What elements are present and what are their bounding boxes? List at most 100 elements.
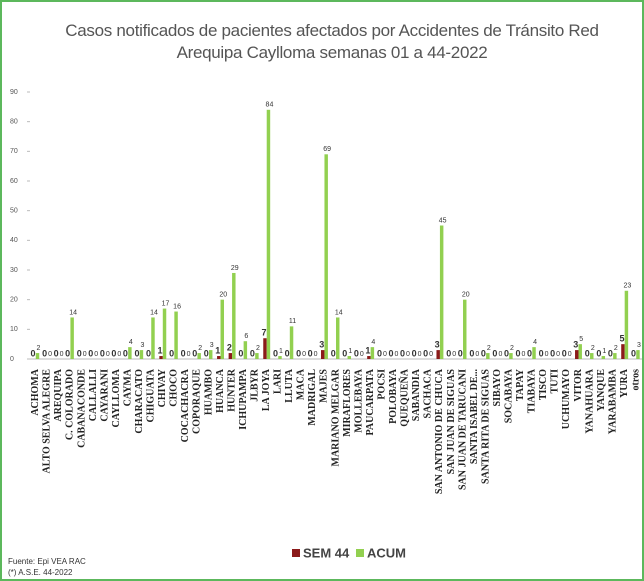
data-label: 2 <box>510 345 514 352</box>
bar <box>278 356 282 359</box>
x-tick-label: YANAHUARA <box>584 368 595 433</box>
data-label: 17 <box>162 300 170 307</box>
data-label: 0 <box>296 348 301 358</box>
data-label: 0 <box>418 351 422 358</box>
x-tick-label: HUNTER <box>226 368 237 412</box>
bar <box>217 356 221 359</box>
data-label: 0 <box>492 348 497 358</box>
data-label: 1 <box>215 345 220 355</box>
data-label: 0 <box>360 351 364 358</box>
data-label: 14 <box>335 309 343 316</box>
x-tick-label: POLOBAYA <box>388 368 399 424</box>
bar <box>463 299 467 359</box>
data-label: 0 <box>273 348 278 358</box>
data-label: 3 <box>435 339 440 349</box>
data-label: 0 <box>377 348 382 358</box>
data-label: 0 <box>83 351 87 358</box>
data-label: 20 <box>219 292 227 299</box>
data-label: 0 <box>354 348 359 358</box>
x-tick-label: YANQUE <box>596 369 607 412</box>
bar <box>289 326 294 359</box>
x-tick-label: MADRIGAL <box>307 369 318 426</box>
data-label: 0 <box>504 348 509 358</box>
data-label: 1 <box>365 345 370 355</box>
data-label: 0 <box>146 348 151 358</box>
x-tick-label: QUEQUEÑA <box>399 368 411 427</box>
x-tick-label: otros <box>631 369 642 391</box>
data-label: 0 <box>568 351 572 358</box>
bar <box>220 299 224 359</box>
bar <box>70 317 74 359</box>
legend-swatch <box>292 549 300 557</box>
bar <box>367 356 371 359</box>
bar <box>159 356 163 359</box>
data-label: 0 <box>585 348 590 358</box>
data-label: 0 <box>562 348 567 358</box>
data-label: 0 <box>388 348 393 358</box>
data-label: 0 <box>395 351 399 358</box>
y-tick-label: 40 <box>10 237 18 244</box>
x-tick-label: TUTI <box>550 369 561 394</box>
bar <box>532 347 536 359</box>
bar <box>575 350 579 359</box>
bar <box>347 356 352 359</box>
data-label: 3 <box>210 342 214 349</box>
x-tick-label: SIBAYO <box>492 369 503 407</box>
footnote: (*) A.S.E. 44-2022 <box>8 568 73 577</box>
data-label: 5 <box>619 334 624 344</box>
data-label: 4 <box>371 339 375 346</box>
x-tick-label: CHIVAY <box>157 368 168 407</box>
data-label: 0 <box>314 351 318 358</box>
x-tick-label: SANTA ISABEL DE... <box>469 369 480 465</box>
data-label: 0 <box>596 348 601 358</box>
data-label: 1 <box>602 348 606 355</box>
data-label: 0 <box>302 351 306 358</box>
bar <box>35 353 40 359</box>
data-label: 1 <box>158 345 163 355</box>
x-tick-label: CALLALLI <box>88 369 99 421</box>
data-label: 0 <box>192 348 197 358</box>
data-label: 0 <box>117 351 121 358</box>
x-tick-label: LA JOYA <box>261 368 272 411</box>
data-label: 3 <box>637 342 641 349</box>
data-label: 0 <box>60 351 64 358</box>
data-label: 0 <box>204 348 209 358</box>
data-label: 0 <box>527 348 532 358</box>
y-tick-label: 90 <box>10 89 18 96</box>
data-label: 0 <box>498 351 502 358</box>
x-tick-label: MAJES <box>319 369 330 403</box>
x-tick-label: CABANACONDE <box>76 369 87 448</box>
data-label: 2 <box>37 345 41 352</box>
data-label: 0 <box>285 348 290 358</box>
bar <box>578 344 582 359</box>
data-label: 0 <box>77 348 82 358</box>
data-label: 0 <box>469 348 474 358</box>
x-tick-label: ICHUPAMPA <box>238 368 249 430</box>
data-label: 2 <box>614 345 618 352</box>
bar <box>263 338 267 359</box>
data-label: 16 <box>173 303 181 310</box>
bar <box>439 225 444 359</box>
x-tick-label: SAN ANTONIO DE CHUCA <box>434 368 445 494</box>
bar <box>336 317 340 359</box>
data-label: 0 <box>106 351 110 358</box>
data-label: 0 <box>54 348 59 358</box>
bar <box>197 353 201 359</box>
bar <box>636 350 640 359</box>
x-tick-label: JLBYR <box>249 368 260 402</box>
data-label: 0 <box>539 348 544 358</box>
data-label: 2 <box>256 345 260 352</box>
data-label: 0 <box>631 348 636 358</box>
x-tick-label: YURA <box>619 368 630 398</box>
x-tick-label: CAYARANI <box>99 369 110 422</box>
x-tick-label: MARIANO MELGAR <box>330 368 341 466</box>
data-label: 0 <box>308 348 313 358</box>
data-label: 11 <box>289 318 296 325</box>
y-tick-label: 60 <box>10 178 18 185</box>
data-label: 0 <box>522 351 526 358</box>
data-label: 0 <box>181 348 186 358</box>
data-label: 0 <box>342 348 347 358</box>
y-tick-label: 70 <box>10 148 18 155</box>
x-tick-label: PAUCARPATA <box>365 368 376 435</box>
y-tick-label: 10 <box>10 326 18 333</box>
